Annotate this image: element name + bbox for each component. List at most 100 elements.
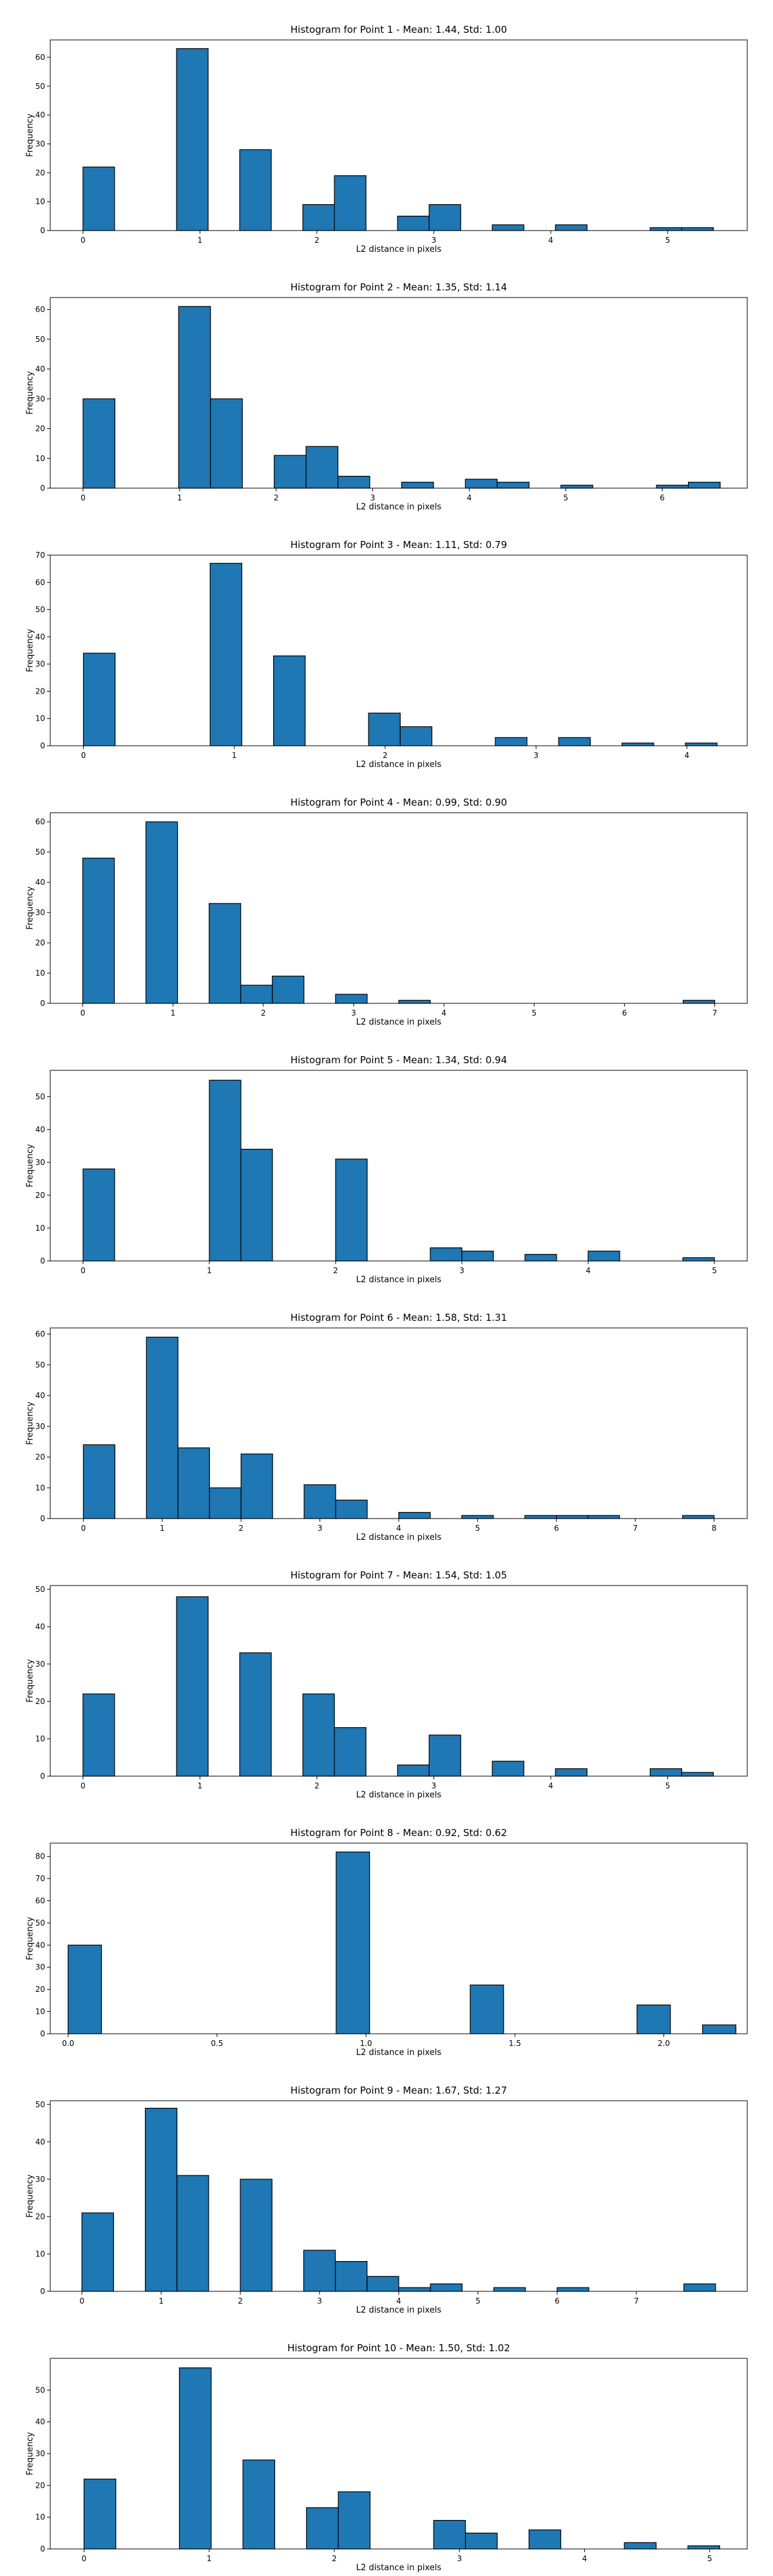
x-tick-label: 3 xyxy=(432,1781,437,1790)
x-axis-label: L2 distance in pixels xyxy=(356,245,442,254)
histogram-chart: Histogram for Point 9 - Mean: 1.67, Std:… xyxy=(0,2061,773,2318)
x-tick-label: 4 xyxy=(582,2554,587,2563)
histogram-chart: Histogram for Point 4 - Mean: 0.99, Std:… xyxy=(0,773,773,1030)
histogram-bar xyxy=(144,2108,178,2292)
histogram-chart: Histogram for Point 5 - Mean: 1.34, Std:… xyxy=(0,1030,773,1288)
bars xyxy=(82,1079,715,1262)
chart-title: Histogram for Point 4 - Mean: 0.99, Std:… xyxy=(290,797,508,808)
histogram-bar xyxy=(636,2004,671,2034)
y-tick-label: 40 xyxy=(35,111,45,120)
histogram-bar xyxy=(68,1944,102,2034)
histogram-bar xyxy=(401,482,434,489)
y-tick-label: 10 xyxy=(35,2007,45,2016)
y-tick-label: 20 xyxy=(35,687,45,696)
histogram-bar xyxy=(240,1454,273,1519)
y-tick-label: 10 xyxy=(35,2249,45,2259)
x-tick-label: 0 xyxy=(81,1781,86,1790)
x-tick-label: 4 xyxy=(396,2297,401,2306)
histogram-bar xyxy=(624,2542,657,2550)
y-tick-label: 10 xyxy=(35,1483,45,1492)
x-tick-label: 4 xyxy=(396,1524,401,1533)
histogram-bar xyxy=(558,737,591,746)
histogram-bar xyxy=(685,743,718,746)
y-tick-label: 30 xyxy=(35,659,45,668)
histogram-bar xyxy=(397,1764,430,1777)
histogram-bar xyxy=(145,821,178,1004)
histogram-bar xyxy=(398,999,431,1004)
histogram-bar xyxy=(682,999,716,1004)
y-ticks: 0 10 20 30 40 50 60 xyxy=(35,1330,50,1523)
histogram-bar xyxy=(83,2478,117,2550)
histogram-bar xyxy=(336,1852,370,2034)
y-tick-label: 50 xyxy=(35,335,45,344)
y-tick-label: 40 xyxy=(35,1391,45,1400)
y-tick-label: 50 xyxy=(35,1092,45,1101)
histogram-bar xyxy=(176,48,209,231)
x-tick-label: 0 xyxy=(79,2297,84,2306)
x-tick-label: 7 xyxy=(634,2297,639,2306)
y-tick-label: 50 xyxy=(35,2385,45,2394)
y-tick-label: 20 xyxy=(35,1453,45,1462)
y-ticks: 0 10 20 30 40 50 60 xyxy=(35,817,50,1008)
x-ticks: 0 1 2 3 4 5 6 7 xyxy=(81,1003,718,1018)
histogram-bar xyxy=(209,1079,242,1262)
x-ticks: 0 1 2 3 4 5 xyxy=(81,1776,670,1790)
x-tick-label: 5 xyxy=(475,2297,481,2306)
y-ticks: 0 10 20 30 40 50 xyxy=(35,2385,50,2553)
x-tick-label: 7 xyxy=(712,1009,718,1018)
histogram-bar xyxy=(433,2520,466,2550)
x-tick-label: 4 xyxy=(586,1266,591,1275)
x-tick-label: 8 xyxy=(712,1524,717,1533)
histogram-bar xyxy=(82,857,115,1004)
x-tick-label: 0.5 xyxy=(211,2039,223,2048)
x-tick-label: 2 xyxy=(314,1781,320,1790)
x-tick-label: 2 xyxy=(261,1009,266,1018)
histogram-bar xyxy=(305,446,339,489)
histogram-bar xyxy=(397,215,430,231)
x-tick-label: 3 xyxy=(457,2554,462,2563)
histogram-bar xyxy=(682,1257,715,1262)
bars xyxy=(82,563,718,746)
histogram-bar xyxy=(81,2212,114,2292)
y-tick-label: 40 xyxy=(35,2137,45,2146)
histogram-bar xyxy=(681,227,714,231)
y-tick-label: 40 xyxy=(35,365,45,374)
histogram-bar xyxy=(495,737,528,746)
histogram-bar xyxy=(649,1768,682,1777)
y-tick-label: 20 xyxy=(35,2481,45,2490)
y-tick-label: 50 xyxy=(35,1918,45,1927)
y-tick-label: 80 xyxy=(35,1852,45,1861)
bars xyxy=(82,1596,714,1777)
histogram-bar xyxy=(682,1515,715,1519)
histogram-bar xyxy=(177,2175,209,2292)
histogram-bar xyxy=(82,1693,115,1777)
chart-title: Histogram for Point 6 - Mean: 1.58, Std:… xyxy=(290,1312,508,1323)
y-tick-label: 60 xyxy=(35,53,45,62)
histogram-bar xyxy=(209,1487,242,1519)
histogram-bar xyxy=(497,482,530,489)
y-tick-label: 30 xyxy=(35,2449,45,2458)
histogram-bar xyxy=(528,2529,562,2550)
x-ticks: 0 1 2 3 4 5 xyxy=(81,231,670,245)
bars xyxy=(83,2367,720,2550)
x-tick-label: 4 xyxy=(685,751,690,760)
y-tick-label: 50 xyxy=(35,82,45,91)
x-tick-label: 4 xyxy=(441,1009,446,1018)
histogram-bar xyxy=(335,1499,368,1519)
y-tick-label: 50 xyxy=(35,1585,45,1594)
y-tick-label: 0 xyxy=(40,1772,45,1781)
histogram-bar xyxy=(82,1168,115,1262)
histogram-bar xyxy=(491,224,524,231)
histogram-bar xyxy=(555,1768,587,1777)
histogram-bar xyxy=(430,1247,463,1262)
x-tick-label: 3 xyxy=(318,1524,323,1533)
histogram-bar xyxy=(368,712,401,746)
y-ticks: 0 10 20 30 40 50 xyxy=(35,2100,50,2296)
x-tick-label: 4 xyxy=(548,1781,553,1790)
x-tick-label: 0 xyxy=(81,1009,86,1018)
histogram-chart: Histogram for Point 1 - Mean: 1.44, Std:… xyxy=(0,0,773,258)
axes-frame xyxy=(50,1070,748,1262)
y-ticks: 0 10 20 30 40 50 60 xyxy=(35,305,50,493)
